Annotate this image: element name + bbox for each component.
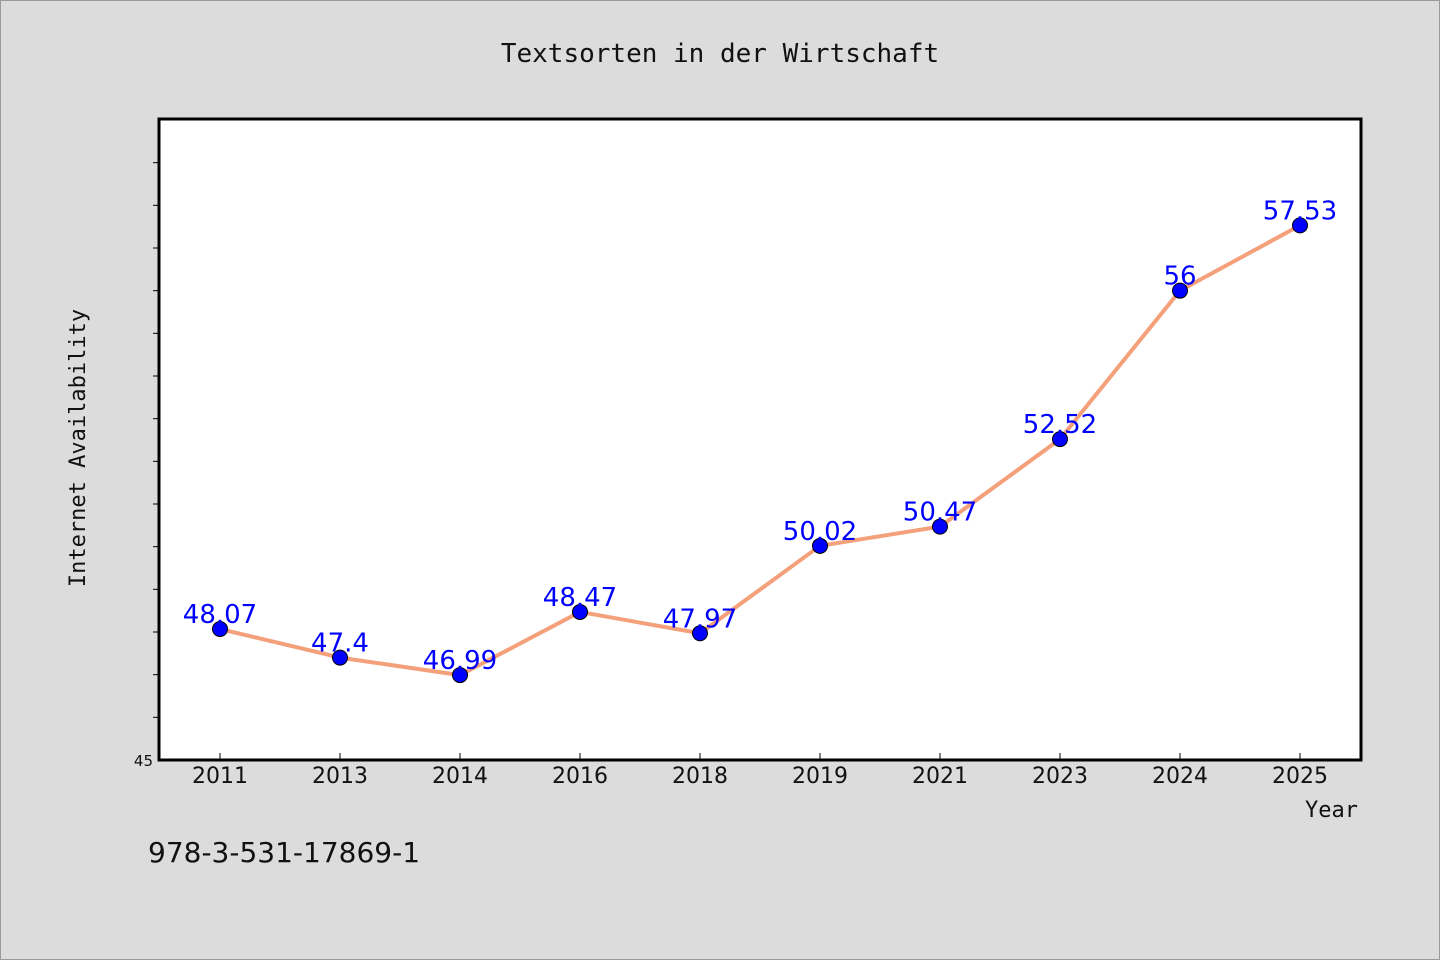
data-label: 52.52 — [1023, 410, 1097, 440]
x-tick-label: 2024 — [1152, 764, 1208, 789]
data-label: 47.4 — [311, 629, 369, 659]
data-label: 56 — [1163, 262, 1196, 292]
data-point — [452, 667, 468, 684]
data-label: 50.47 — [903, 498, 977, 528]
x-tick-label: 2023 — [1032, 764, 1088, 789]
data-label: 48.47 — [543, 583, 617, 613]
isbn-text: 978-3-531-17869-1 — [148, 836, 420, 869]
x-tick-label: 2019 — [792, 764, 848, 789]
y-axis-label: Internet Availability — [66, 309, 91, 587]
data-labels: 48.07 47.4 46.99 48.47 47.97 50.02 50.47 52.52 5… — [183, 196, 1337, 676]
x-tick-label: 2011 — [192, 764, 248, 789]
data-point — [572, 603, 588, 620]
chart-title: Textsorten in der Wirtschaft — [501, 39, 939, 69]
x-tick-label: 2016 — [552, 764, 608, 789]
data-point — [812, 537, 828, 554]
data-label: 57.53 — [1263, 196, 1337, 226]
data-point — [332, 649, 348, 666]
data-markers — [212, 217, 1308, 684]
series-line-group — [218, 223, 1302, 678]
data-point — [1052, 431, 1068, 448]
data-label: 50.02 — [783, 517, 857, 547]
data-point — [1292, 217, 1308, 234]
data-point — [692, 625, 708, 642]
data-label: 47.97 — [663, 604, 737, 634]
data-label: 48.07 — [183, 600, 257, 630]
x-axis-label: Year — [1305, 798, 1358, 823]
x-tick-label: 2014 — [432, 764, 488, 789]
data-point — [932, 518, 948, 535]
x-tick-label: 2013 — [312, 764, 368, 789]
data-point — [1172, 282, 1188, 299]
y-axis-ticks — [153, 162, 160, 718]
y-axis-min-label: 45 — [134, 752, 153, 770]
x-tick-label: 2021 — [912, 764, 968, 789]
x-axis-tick-labels: 2011 2013 2014 2016 2018 2019 2021 2023 2024 2025 — [192, 753, 1328, 789]
data-label: 46.99 — [423, 646, 497, 676]
x-tick-label: 2018 — [672, 764, 728, 789]
x-tick-label: 2025 — [1272, 764, 1328, 789]
plot-area — [157, 117, 1363, 762]
data-point — [212, 621, 228, 638]
series-line — [218, 223, 1302, 678]
